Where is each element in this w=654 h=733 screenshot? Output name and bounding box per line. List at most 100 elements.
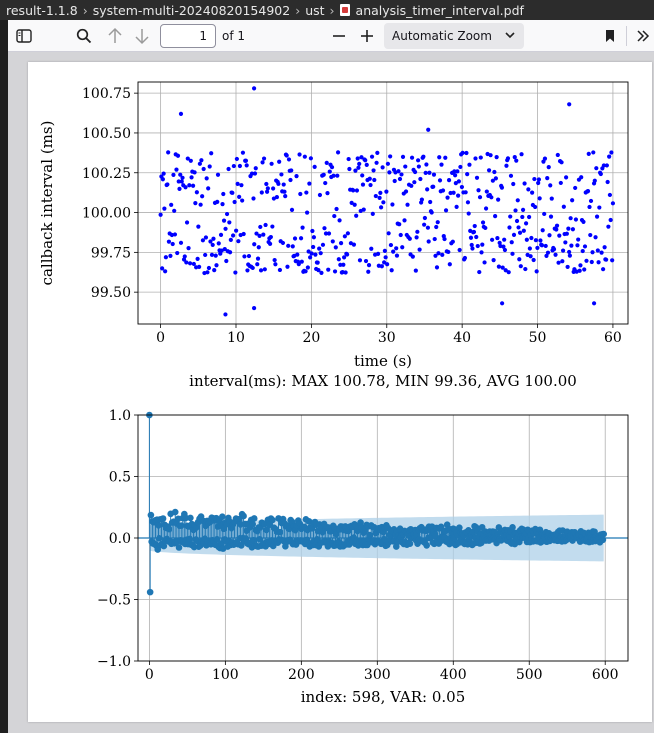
zoom-in-button[interactable] (356, 24, 378, 48)
search-button[interactable] (72, 24, 96, 48)
scatter-point (560, 248, 566, 253)
scatter-point (451, 190, 456, 195)
scatter-point (273, 262, 278, 267)
scatter-point (354, 188, 360, 193)
acf-marker (437, 523, 445, 531)
acf-x-tick-label: 600 (592, 667, 619, 683)
bookmark-button[interactable] (600, 24, 620, 48)
scatter-point (363, 258, 369, 264)
scatter-point (440, 252, 445, 257)
scatter-point (160, 266, 165, 271)
scatter-point (329, 165, 335, 170)
breadcrumb-file[interactable]: analysis_timer_interval.pdf (355, 2, 524, 18)
breadcrumb-3[interactable]: ust (305, 2, 325, 18)
scatter-point (527, 246, 532, 251)
scatter-point (452, 169, 457, 174)
scatter-point (482, 260, 487, 265)
scatter-point (421, 154, 426, 159)
scatter-point (521, 228, 526, 233)
scatter-point (360, 173, 365, 178)
scatter-point (200, 238, 206, 243)
previous-page-button[interactable] (104, 24, 126, 48)
scatter-point (546, 165, 551, 170)
scatter-point (179, 179, 184, 184)
acf-marker (186, 535, 193, 543)
scatter-point (606, 224, 611, 229)
scatter-point (486, 168, 492, 173)
scatter-point (323, 231, 329, 236)
scatter-point (211, 236, 216, 241)
scatter-point (544, 253, 549, 258)
acf-x-tick-label: 500 (516, 667, 543, 683)
scatter-point (564, 231, 569, 236)
scatter-point (501, 244, 506, 249)
zoom-select[interactable]: Automatic Zoom (384, 23, 524, 49)
scatter-point (285, 264, 290, 269)
breadcrumb-1[interactable]: result-1.1.8 (6, 2, 78, 18)
scatter-point (234, 156, 239, 162)
acf-marker (423, 542, 430, 549)
scatter-point (187, 261, 193, 266)
scatter-point (578, 263, 583, 268)
scatter-point (493, 176, 498, 181)
scatter-point (593, 235, 598, 240)
tools-menu-button[interactable] (634, 24, 652, 48)
scatter-point (560, 259, 565, 264)
scatter-point (257, 233, 262, 238)
scatter-point (305, 210, 310, 215)
scatter-point (409, 155, 415, 160)
scatter-point (316, 268, 321, 273)
scatter-point (325, 190, 330, 196)
scatter-point (397, 222, 402, 227)
scatter-point (508, 173, 514, 178)
scatter-point (221, 218, 227, 223)
scatter-point (591, 301, 597, 306)
scatter-y-tick-label: 100.25 (82, 166, 131, 182)
scatter-point (357, 161, 362, 166)
scatter-point (251, 305, 257, 311)
next-page-button[interactable] (131, 24, 153, 48)
scatter-point (323, 180, 328, 186)
scatter-point (414, 235, 419, 240)
scatter-point (180, 175, 185, 180)
scatter-point (390, 202, 395, 207)
chevron-right-icon: › (82, 2, 88, 18)
scatter-point (342, 234, 347, 239)
figure-canvas: 0 10 20 30 40 50 60 99.50 99.75 100.00 100.25 100.5… (38, 81, 629, 706)
chevron-down-icon (505, 32, 515, 39)
scatter-point (415, 229, 420, 234)
scatter-point (524, 237, 529, 242)
scatter-point (567, 253, 572, 258)
scatter-point (515, 198, 520, 203)
scatter-point (530, 190, 535, 195)
scatter-point (304, 190, 309, 195)
acf-marker (406, 540, 414, 548)
scatter-point (455, 169, 460, 174)
scatter-point (566, 226, 571, 231)
zoom-select-value: Automatic Zoom (392, 29, 492, 43)
pdf-viewer-area[interactable]: 0 10 20 30 40 50 60 99.50 99.75 100.00 100.25 100.5… (8, 52, 654, 733)
scatter-point (573, 185, 578, 191)
zoom-out-button[interactable] (328, 24, 350, 48)
scatter-y-tick-label: 100.50 (82, 126, 131, 142)
scatter-point (454, 204, 459, 210)
scatter-point (403, 189, 409, 194)
scatter-point (554, 227, 559, 232)
acf-x-tick-label: 100 (212, 667, 239, 683)
page-number-input[interactable] (160, 24, 216, 48)
scatter-point (429, 210, 434, 215)
scatter-point (425, 225, 431, 230)
scatter-point (305, 265, 310, 270)
scatter-point (379, 264, 384, 269)
breadcrumb-2[interactable]: system-multi-20240820154902 (92, 2, 291, 18)
scatter-point (542, 211, 547, 217)
scatter-point (263, 222, 268, 228)
acf-y-tick-label: 1.0 (109, 408, 131, 424)
acf-caption: index: 598, VAR: 0.05 (301, 688, 466, 706)
scatter-point (317, 192, 323, 198)
scatter-point (332, 213, 337, 219)
scatter-point (553, 252, 558, 257)
scatter-point (478, 155, 483, 160)
sidebar-toggle-button[interactable] (12, 24, 36, 48)
scatter-point (360, 182, 366, 187)
